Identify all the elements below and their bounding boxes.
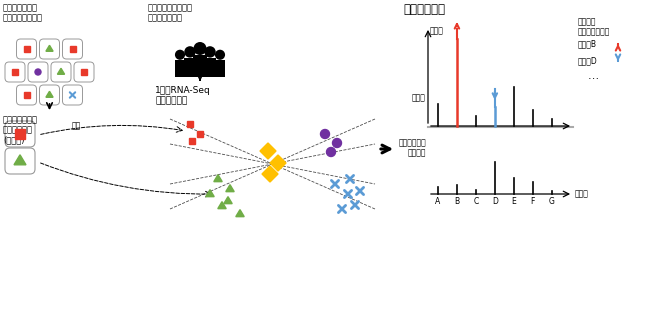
- Bar: [15, 129, 25, 139]
- Polygon shape: [226, 185, 234, 192]
- Circle shape: [326, 147, 335, 156]
- FancyBboxPatch shape: [62, 39, 83, 59]
- Polygon shape: [214, 175, 222, 182]
- FancyBboxPatch shape: [51, 62, 71, 82]
- Polygon shape: [260, 143, 276, 159]
- FancyBboxPatch shape: [74, 62, 94, 82]
- Circle shape: [333, 138, 341, 147]
- Text: 遺伝子D: 遺伝子D: [578, 57, 598, 66]
- Polygon shape: [262, 166, 278, 182]
- Text: 遺伝子: 遺伝子: [575, 189, 589, 198]
- FancyBboxPatch shape: [5, 121, 35, 147]
- FancyBboxPatch shape: [40, 39, 60, 59]
- FancyBboxPatch shape: [16, 39, 36, 59]
- FancyBboxPatch shape: [62, 85, 83, 105]
- Circle shape: [175, 50, 185, 60]
- Polygon shape: [57, 68, 64, 74]
- Bar: [23, 92, 29, 98]
- FancyBboxPatch shape: [16, 85, 36, 105]
- Text: 検出した
発現変動遺伝子: 検出した 発現変動遺伝子: [578, 17, 610, 36]
- Text: 発現量: 発現量: [430, 26, 444, 35]
- Text: …: …: [588, 71, 599, 81]
- Bar: [197, 131, 203, 137]
- Text: サンプルされた
検索する細胞
(クエリ): サンプルされた 検索する細胞 (クエリ): [3, 115, 38, 145]
- Bar: [187, 121, 193, 127]
- Bar: [70, 46, 75, 52]
- FancyBboxPatch shape: [28, 62, 48, 82]
- Bar: [175, 60, 185, 77]
- Text: 実験対象とした
臓器・組織の細胞: 実験対象とした 臓器・組織の細胞: [3, 3, 43, 22]
- Polygon shape: [270, 155, 286, 171]
- Bar: [81, 69, 87, 75]
- Text: 検索: 検索: [72, 121, 81, 130]
- Polygon shape: [236, 210, 244, 217]
- Circle shape: [185, 46, 196, 58]
- Text: 世界中で集められた
細胞のアトラス: 世界中で集められた 細胞のアトラス: [148, 3, 193, 22]
- Circle shape: [320, 129, 330, 138]
- Text: C: C: [473, 197, 478, 206]
- Text: F: F: [530, 197, 535, 206]
- Text: G: G: [549, 197, 554, 206]
- Circle shape: [215, 50, 225, 60]
- FancyBboxPatch shape: [5, 148, 35, 174]
- Bar: [23, 46, 29, 52]
- Text: D: D: [492, 197, 498, 206]
- Text: 1細胞RNA-Seq
データベース: 1細胞RNA-Seq データベース: [155, 86, 211, 105]
- Polygon shape: [224, 197, 232, 204]
- Text: 遺伝子B: 遺伝子B: [578, 40, 597, 49]
- Bar: [12, 69, 18, 75]
- FancyBboxPatch shape: [5, 62, 25, 82]
- Circle shape: [204, 46, 216, 58]
- Text: A: A: [436, 197, 441, 206]
- Circle shape: [194, 42, 207, 55]
- Text: E: E: [512, 197, 516, 206]
- Polygon shape: [46, 91, 53, 97]
- Bar: [214, 60, 226, 77]
- Text: B: B: [454, 197, 460, 206]
- Bar: [193, 55, 207, 77]
- Bar: [184, 58, 196, 77]
- Polygon shape: [206, 190, 215, 197]
- FancyBboxPatch shape: [40, 85, 60, 105]
- Bar: [204, 58, 216, 77]
- Circle shape: [35, 69, 41, 75]
- Bar: [189, 138, 195, 144]
- Text: 発現変動解析: 発現変動解析: [403, 3, 445, 16]
- Text: クエリ: クエリ: [412, 94, 426, 103]
- Polygon shape: [14, 155, 26, 165]
- Polygon shape: [46, 45, 53, 51]
- Text: レファレンス
推定平均: レファレンス 推定平均: [398, 138, 426, 157]
- Polygon shape: [218, 202, 226, 209]
